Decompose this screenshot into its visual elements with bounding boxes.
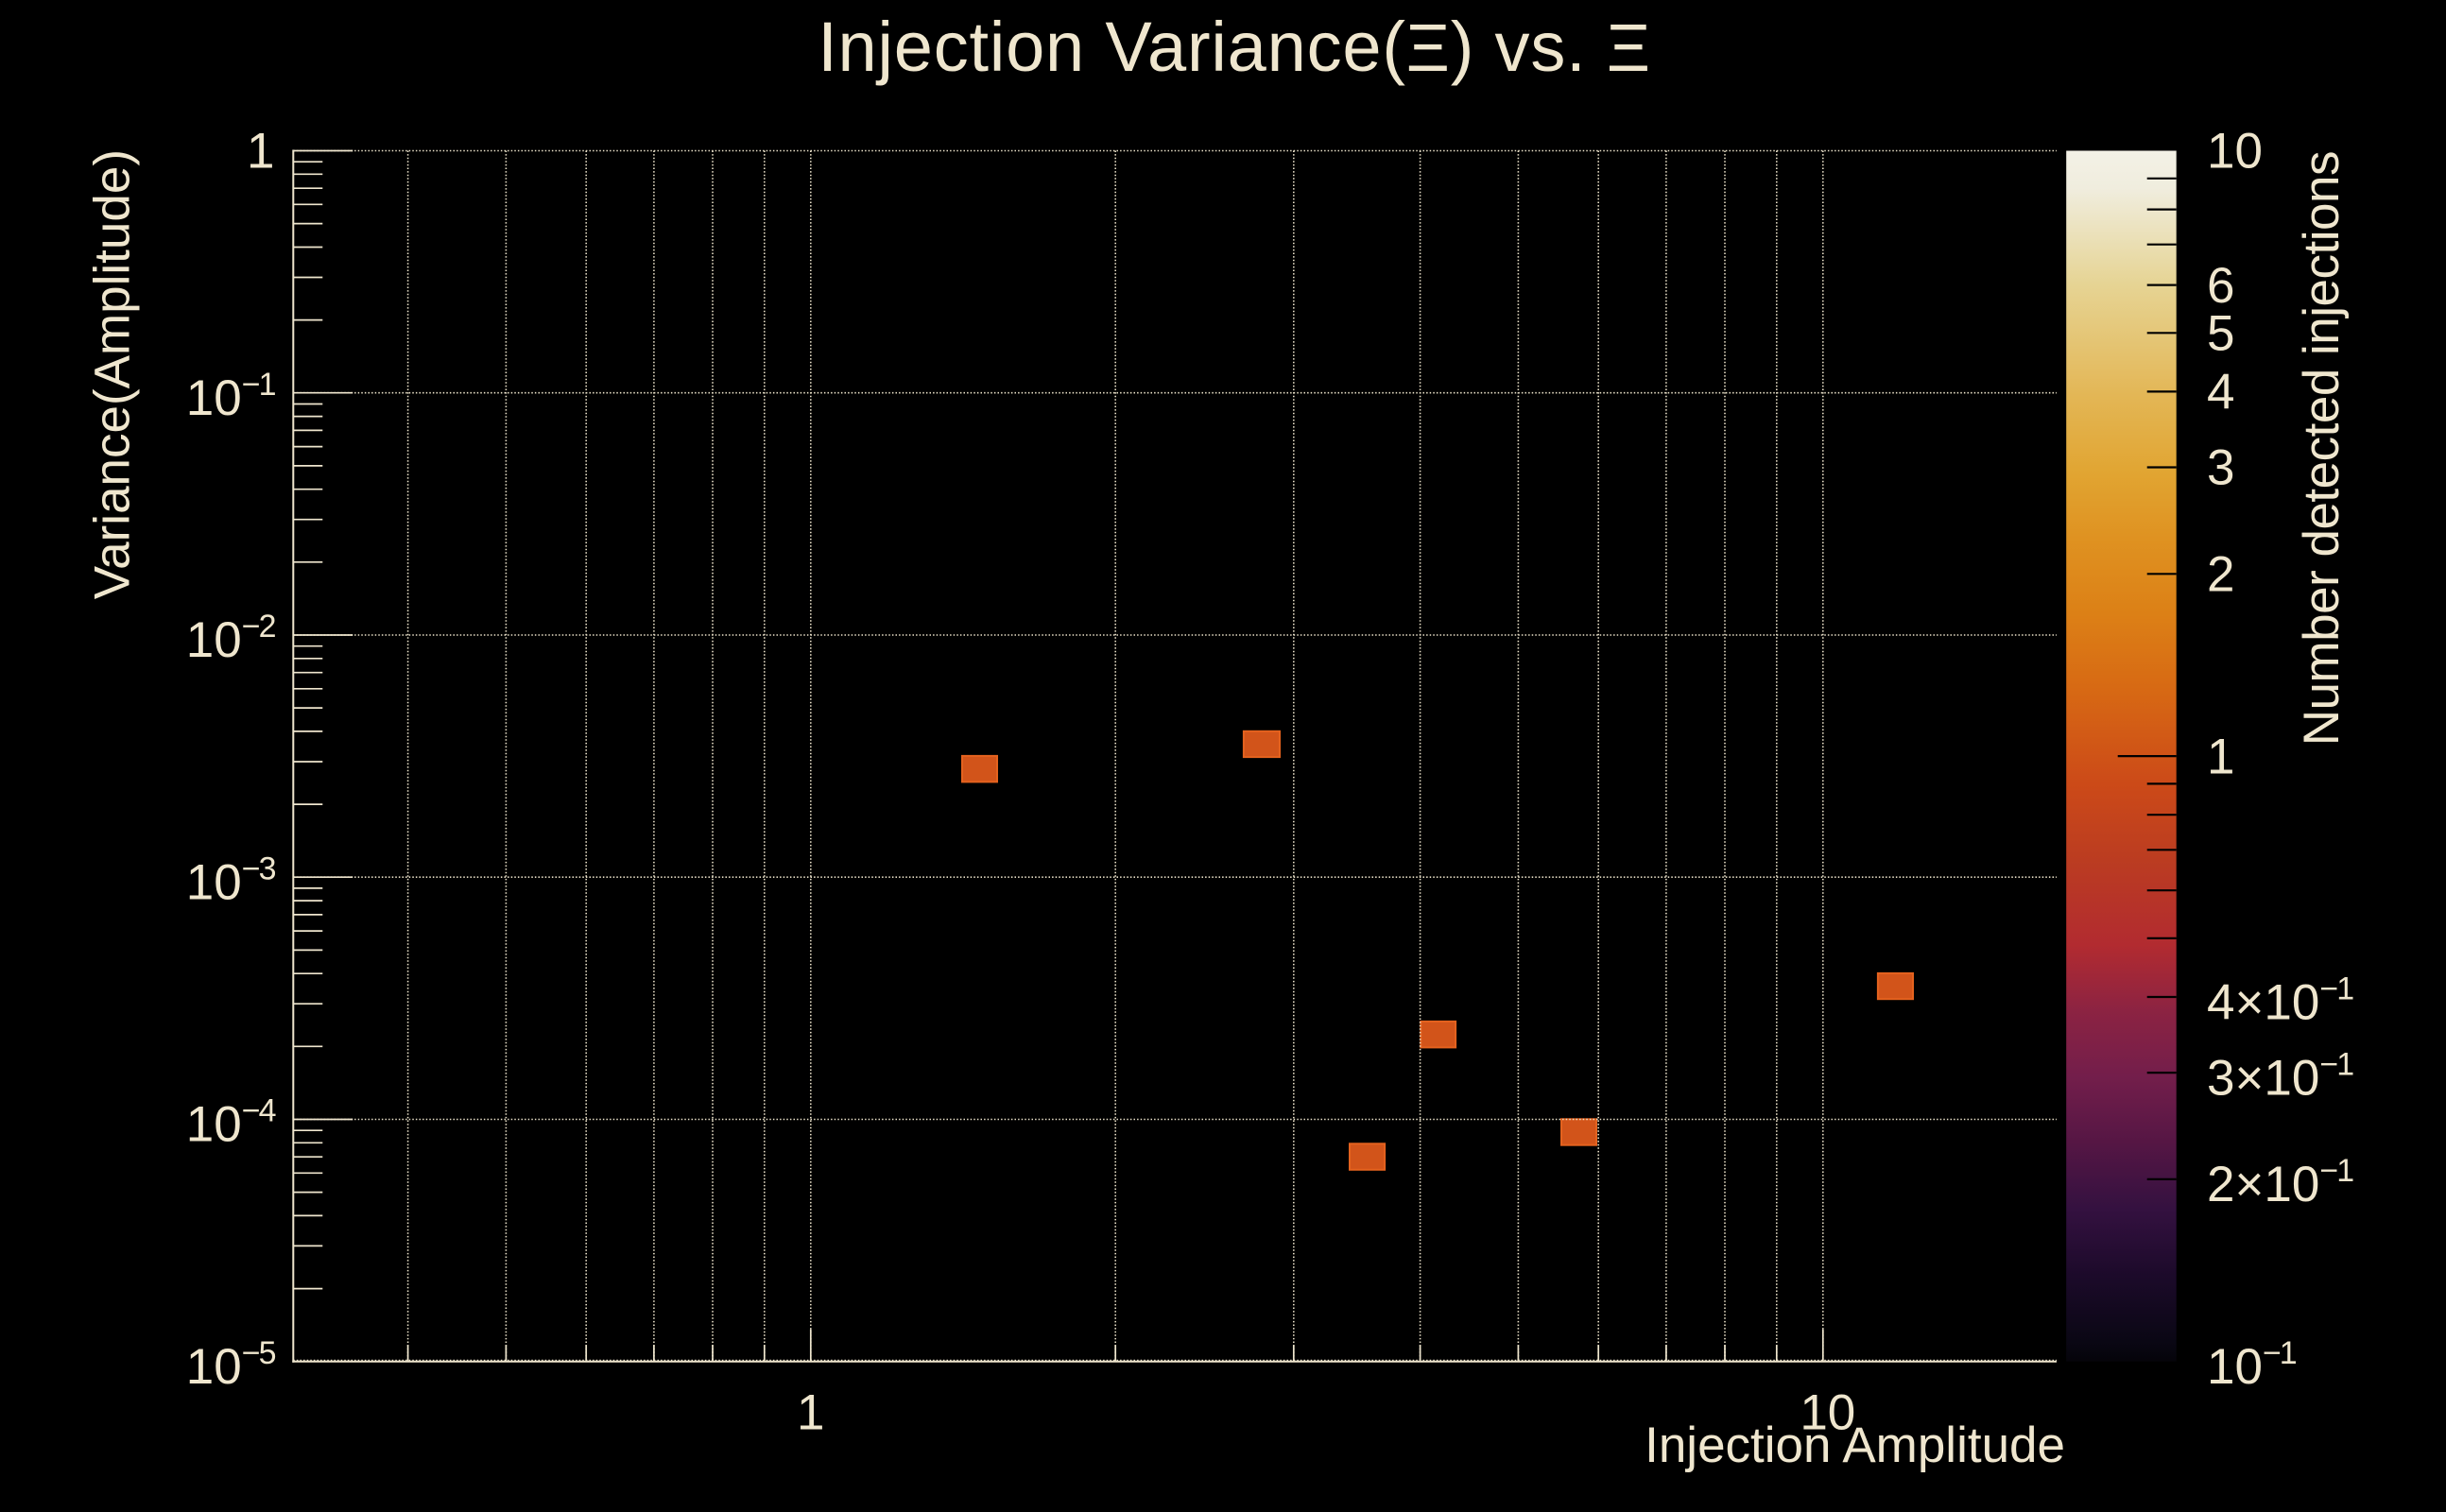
svg-text:2: 2: [2207, 547, 2234, 603]
svg-text:Number detected injections: Number detected injections: [2294, 151, 2350, 746]
svg-text:1: 1: [2207, 729, 2234, 784]
svg-text:1: 1: [247, 124, 274, 180]
svg-text:5: 5: [2207, 306, 2234, 362]
svg-text:Variance(Amplitude): Variance(Amplitude): [85, 149, 141, 599]
svg-text:10−3: 10−3: [186, 851, 276, 911]
svg-text:Injection Variance(Ξ) vs. Ξ: Injection Variance(Ξ) vs. Ξ: [818, 8, 1651, 86]
svg-text:10: 10: [2207, 124, 2263, 180]
svg-text:4×10−1: 4×10−1: [2207, 971, 2353, 1030]
svg-text:Injection Amplitude: Injection Amplitude: [1645, 1418, 2065, 1473]
svg-text:1: 1: [797, 1384, 824, 1440]
svg-text:3: 3: [2207, 440, 2234, 496]
svg-text:10: 10: [1800, 1384, 1855, 1440]
svg-text:6: 6: [2207, 258, 2234, 314]
svg-text:4: 4: [2207, 365, 2234, 421]
svg-text:10−2: 10−2: [186, 609, 276, 668]
